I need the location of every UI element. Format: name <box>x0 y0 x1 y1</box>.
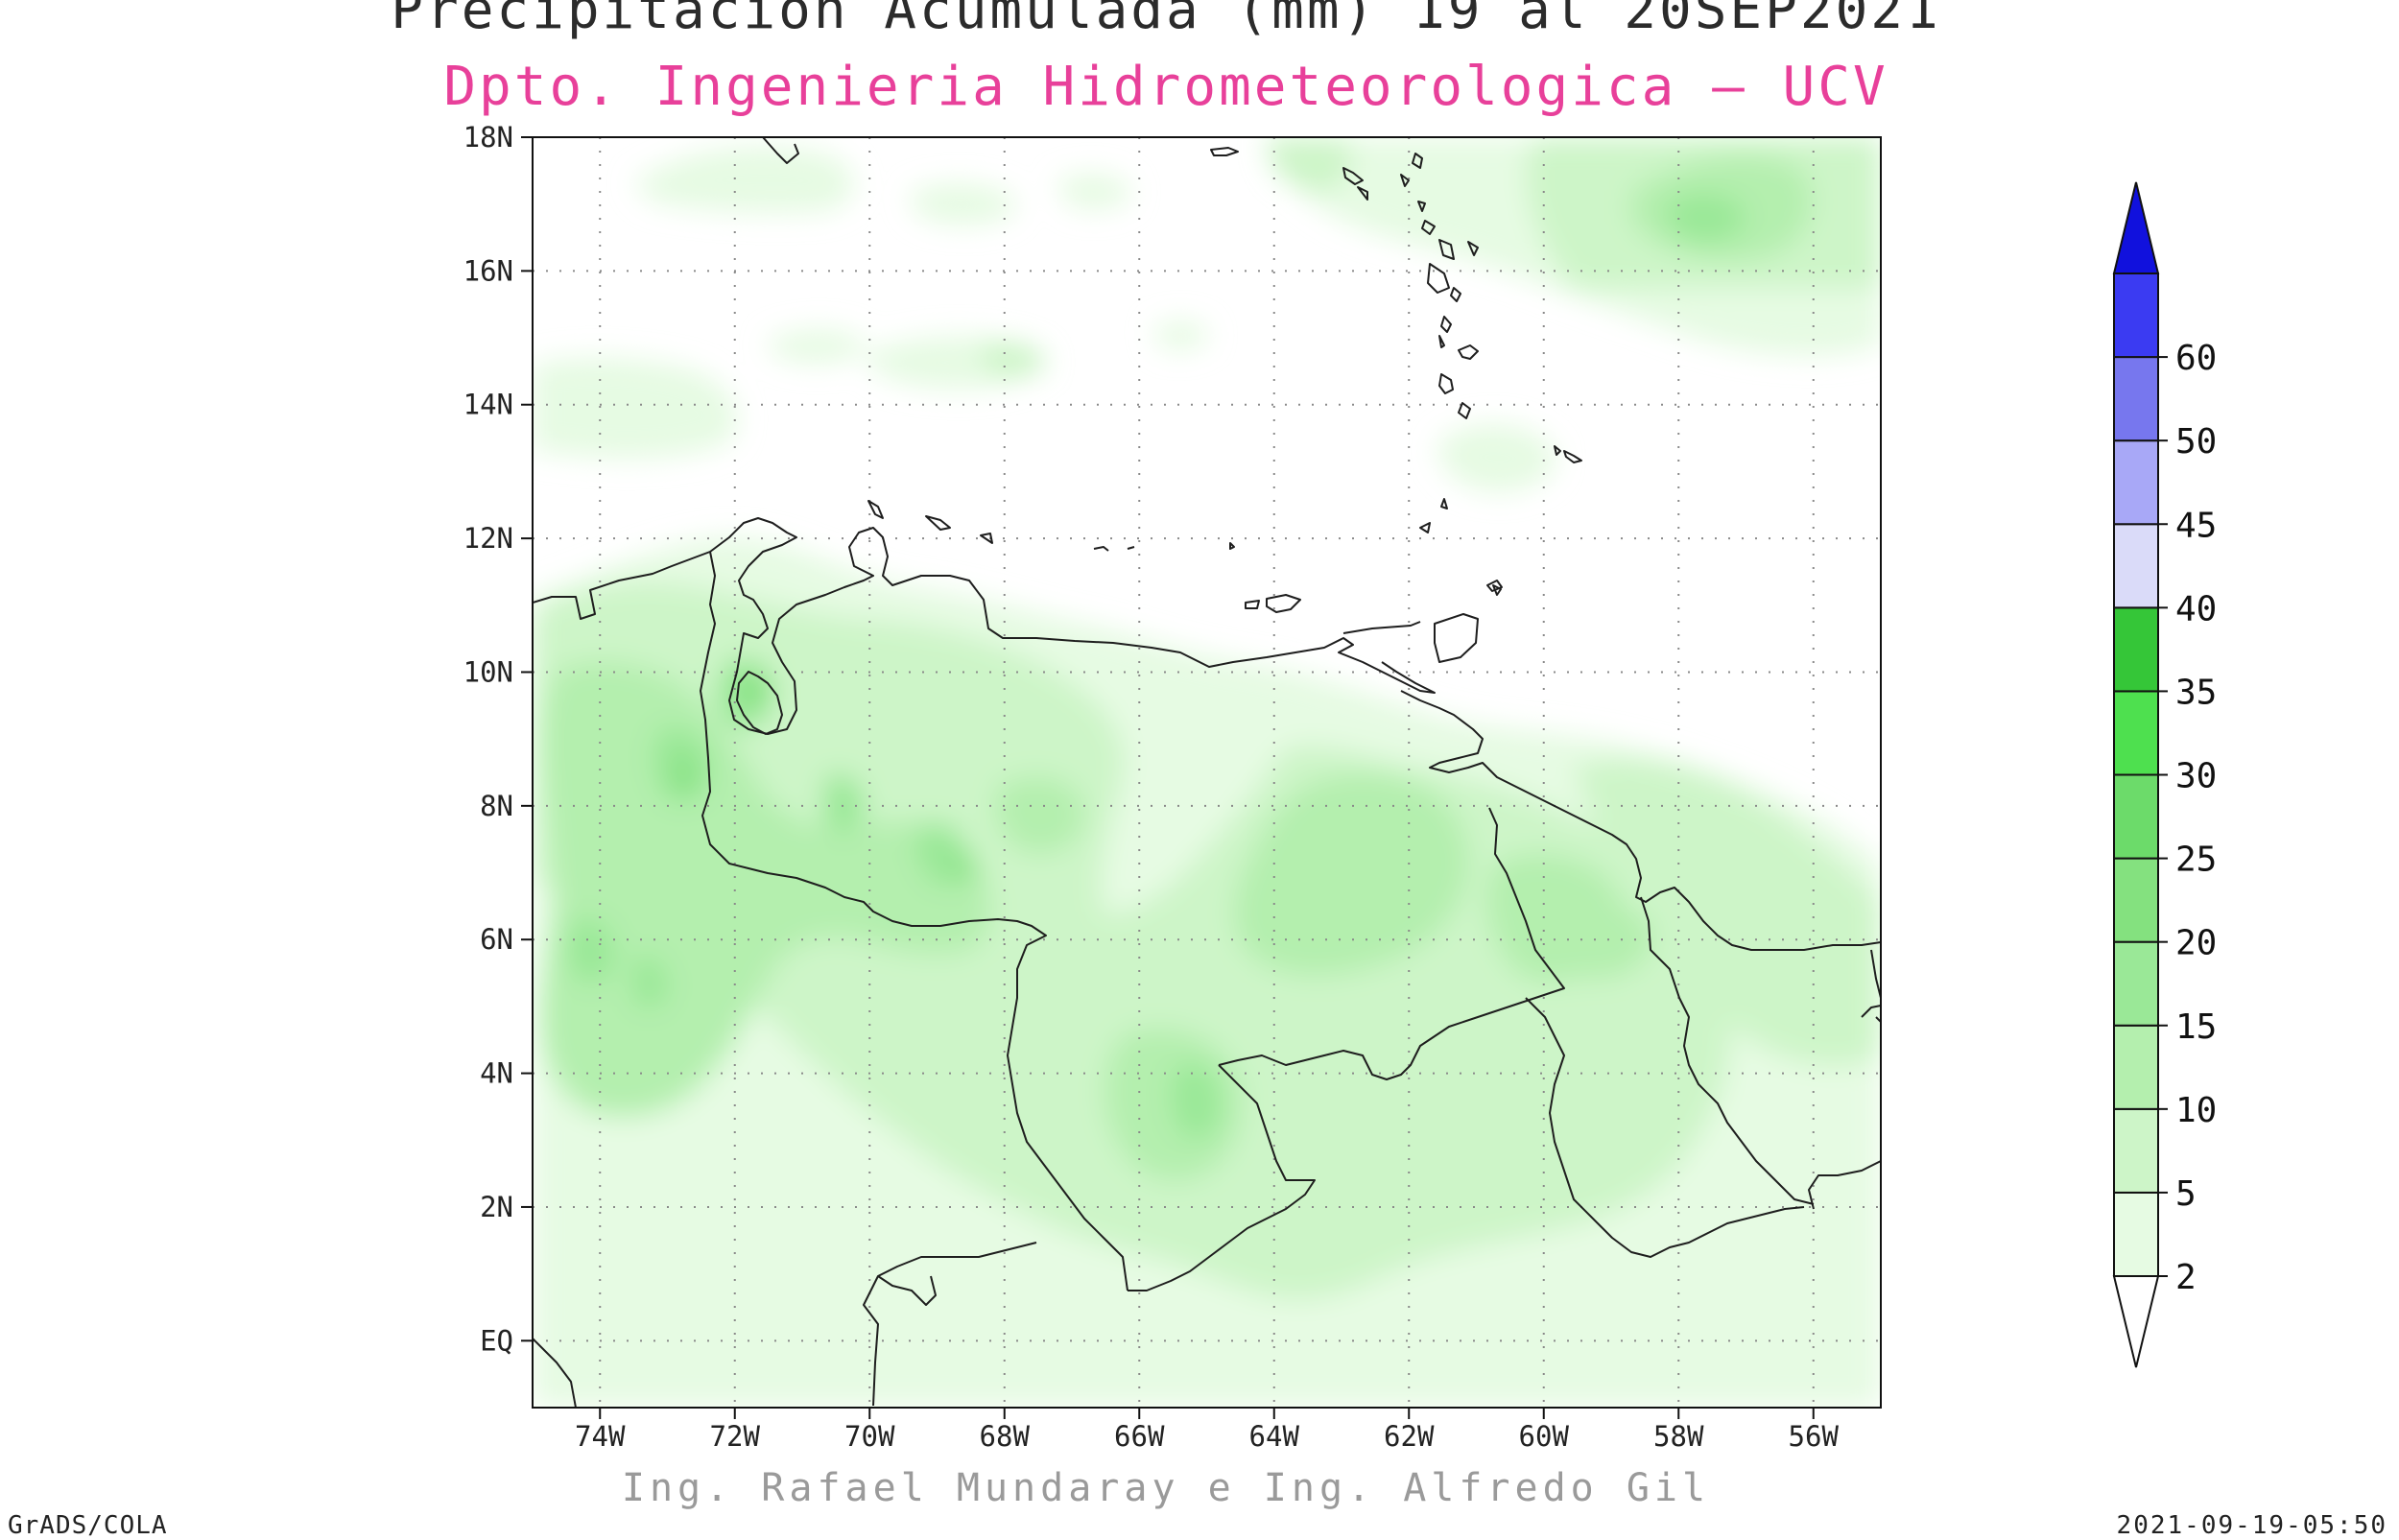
lat-tick-label: 14N <box>463 389 513 421</box>
map-credits: Ing. Rafael Mundaray e Ing. Alfredo Gil <box>621 1466 1711 1510</box>
plot-frame <box>532 136 1882 1409</box>
latitude-axis: 18N 16N 14N 12N 10N 8N 6N 4N 2N EQ <box>463 121 533 1357</box>
map-subtitle: Dpto. Ingenieria Hidrometeorologica – UC… <box>443 56 1888 118</box>
colorbar-label: 45 <box>2175 506 2217 545</box>
colorbar-segment <box>2113 523 2159 609</box>
colorbar-label: 20 <box>2175 924 2217 963</box>
colorbar-segment <box>2113 857 2159 943</box>
colorbar-segment <box>2113 690 2159 776</box>
colorbar-segment <box>2113 773 2159 860</box>
colorbar-label: 30 <box>2175 757 2217 796</box>
lat-tick-label: 2N <box>480 1191 513 1223</box>
colorbar-label: 60 <box>2175 339 2217 378</box>
lon-tick-label: 70W <box>844 1420 895 1453</box>
colorbar-bottom-arrow <box>2112 1275 2160 1368</box>
lat-tick-label: 8N <box>480 790 513 822</box>
colorbar-label: 5 <box>2175 1174 2197 1214</box>
colorbar-segment <box>2113 439 2159 526</box>
lon-tick-label: 62W <box>1384 1420 1435 1453</box>
lon-tick-label: 56W <box>1789 1420 1840 1453</box>
colorbar-segment <box>2113 272 2159 359</box>
colorbar-label: 2 <box>2175 1258 2197 1297</box>
colorbar-label: 40 <box>2175 589 2217 628</box>
lat-tick-label: 12N <box>463 522 513 555</box>
lon-tick-label: 60W <box>1519 1420 1570 1453</box>
lat-tick-label: EQ <box>480 1324 513 1357</box>
colorbar-segment <box>2113 1107 2159 1194</box>
colorbar-label: 35 <box>2175 673 2217 712</box>
longitude-axis: 74W 72W 70W 68W 66W 64W 62W 60W 58W 56W <box>575 1408 1839 1453</box>
colorbar-segment <box>2113 940 2159 1027</box>
lat-tick-label: 6N <box>480 923 513 956</box>
colorbar-segment <box>2113 1191 2159 1277</box>
lat-tick-label: 16N <box>463 254 513 287</box>
lat-tick-label: 10N <box>463 655 513 688</box>
colorbar-segment <box>2113 356 2159 442</box>
lon-tick-label: 68W <box>980 1420 1031 1453</box>
lon-tick-label: 72W <box>710 1420 761 1453</box>
precipitation-field <box>533 137 1881 1408</box>
footer-software-label: GrADS/COLA <box>8 1511 168 1540</box>
lon-tick-label: 58W <box>1653 1420 1704 1453</box>
colorbar-label: 10 <box>2175 1091 2217 1130</box>
colorbar-label: 25 <box>2175 841 2217 880</box>
lon-tick-label: 64W <box>1249 1420 1300 1453</box>
lat-tick-label: 4N <box>480 1057 513 1090</box>
lat-tick-label: 18N <box>463 121 513 154</box>
lon-tick-label: 74W <box>575 1420 626 1453</box>
lon-tick-label: 66W <box>1114 1420 1165 1453</box>
colorbar-label: 50 <box>2175 422 2217 462</box>
coastlines-and-borders <box>533 137 1881 1408</box>
colorbar-segment <box>2113 1024 2159 1110</box>
colorbar-segment <box>2113 606 2159 693</box>
footer-timestamp: 2021-09-19-05:50 <box>2116 1511 2387 1540</box>
colorbar-label: 15 <box>2175 1007 2217 1047</box>
map-title: Precipitacion Acumulada (mm) 19 al 20SEP… <box>391 0 1941 41</box>
colorbar-top-arrow <box>2112 181 2160 274</box>
